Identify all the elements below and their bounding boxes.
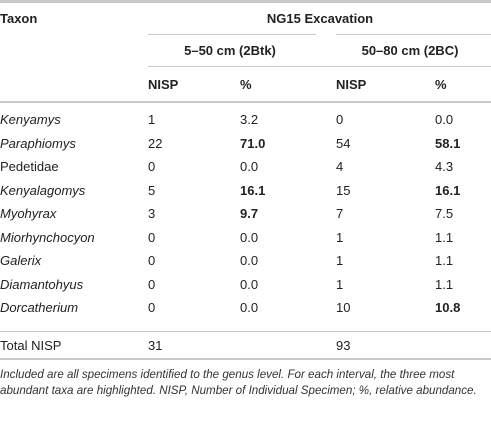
nisp-cell: 22 bbox=[148, 136, 163, 151]
percent-cell: 1.1 bbox=[435, 277, 454, 292]
table-footnote: Included are all specimens identified to… bbox=[0, 368, 477, 397]
percent-cell: 71.0 bbox=[240, 136, 266, 151]
nisp-cell: 0 bbox=[148, 300, 156, 315]
taxon-cell: Myohyrax bbox=[0, 206, 57, 221]
taxon-header: Taxon bbox=[0, 11, 38, 26]
taxon-cell: Dorcatherium bbox=[0, 300, 79, 315]
pct-header-2: % bbox=[435, 77, 447, 92]
excavation-rule bbox=[148, 66, 491, 67]
percent-cell: 0.0 bbox=[240, 253, 259, 268]
nisp-cell: 4 bbox=[336, 159, 344, 174]
nisp-cell: 0 bbox=[148, 277, 156, 292]
total-nisp-1: 31 bbox=[148, 338, 163, 353]
nisp-cell: 10 bbox=[336, 300, 351, 315]
pct-header-1: % bbox=[240, 77, 252, 92]
nisp-cell: 7 bbox=[336, 206, 344, 221]
nisp-cell: 1 bbox=[336, 277, 344, 292]
nisp-cell: 1 bbox=[336, 230, 344, 245]
nisp-cell: 0 bbox=[148, 230, 156, 245]
nisp-cell: 0 bbox=[148, 253, 156, 268]
percent-cell: 9.7 bbox=[240, 206, 259, 221]
percent-cell: 4.3 bbox=[435, 159, 454, 174]
percent-cell: 0.0 bbox=[435, 112, 454, 127]
taxon-cell: Galerix bbox=[0, 253, 42, 268]
percent-cell: 10.8 bbox=[435, 300, 461, 315]
total-nisp-2: 93 bbox=[336, 338, 351, 353]
interval-2-rule bbox=[336, 34, 491, 35]
total-rule bbox=[0, 331, 491, 332]
taxon-cell: Diamantohyus bbox=[0, 277, 84, 292]
interval-1-header: 5–50 cm (2Btk) bbox=[184, 43, 276, 58]
percent-cell: 1.1 bbox=[435, 230, 454, 245]
taxon-cell: Pedetidae bbox=[0, 159, 59, 174]
nisp-cell: 15 bbox=[336, 183, 351, 198]
taxon-cell: Kenyamys bbox=[0, 112, 61, 127]
nisp-cell: 54 bbox=[336, 136, 351, 151]
taxon-cell: Miorhynchocyon bbox=[0, 230, 95, 245]
top-rule bbox=[0, 0, 491, 3]
nisp-cell: 1 bbox=[148, 112, 156, 127]
total-label: Total NISP bbox=[0, 338, 62, 353]
excavation-header: NG15 Excavation bbox=[266, 11, 374, 26]
nisp-cell: 0 bbox=[336, 112, 344, 127]
percent-cell: 0.0 bbox=[240, 230, 259, 245]
percent-cell: 0.0 bbox=[240, 159, 259, 174]
percent-cell: 16.1 bbox=[435, 183, 461, 198]
taxon-cell: Paraphiomys bbox=[0, 136, 76, 151]
nisp-cell: 3 bbox=[148, 206, 156, 221]
percent-cell: 0.0 bbox=[240, 300, 259, 315]
percent-cell: 16.1 bbox=[240, 183, 266, 198]
interval-1-rule bbox=[148, 34, 316, 35]
percent-cell: 58.1 bbox=[435, 136, 461, 151]
nisp-cell: 0 bbox=[148, 159, 156, 174]
nisp-header-2: NISP bbox=[336, 77, 367, 92]
nisp-header-1: NISP bbox=[148, 77, 179, 92]
percent-cell: 1.1 bbox=[435, 253, 454, 268]
nisp-cell: 5 bbox=[148, 183, 156, 198]
bottom-rule bbox=[0, 358, 491, 360]
nisp-cell: 1 bbox=[336, 253, 344, 268]
percent-cell: 7.5 bbox=[435, 206, 454, 221]
interval-2-header: 50–80 cm (2BC) bbox=[361, 43, 459, 58]
percent-cell: 0.0 bbox=[240, 277, 259, 292]
header-rule bbox=[0, 101, 491, 103]
percent-cell: 3.2 bbox=[240, 112, 259, 127]
taxon-cell: Kenyalagomys bbox=[0, 183, 86, 198]
